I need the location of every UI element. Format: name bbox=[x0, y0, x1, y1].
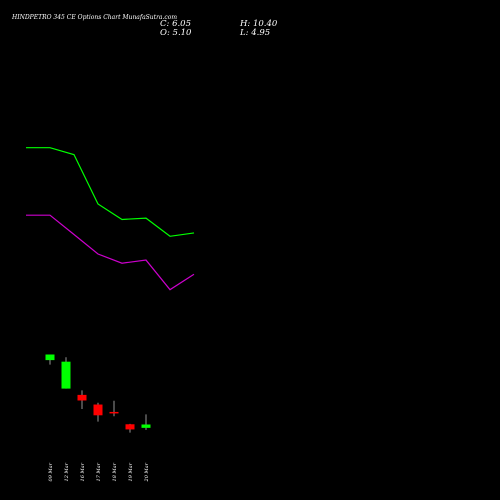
x-tick-label: 17 Mar bbox=[96, 462, 102, 481]
candle bbox=[45, 354, 55, 365]
x-tick-label: 20 Mar bbox=[144, 462, 150, 482]
candle-body bbox=[45, 354, 55, 361]
x-tick-label: 18 Mar bbox=[112, 462, 118, 481]
x-tick-label: 19 Mar bbox=[128, 462, 134, 481]
low-value: L: 4.95 bbox=[240, 28, 271, 38]
candle-body bbox=[93, 404, 103, 416]
candle bbox=[61, 357, 71, 389]
indicator-lines bbox=[26, 147, 195, 291]
high-value: H: 10.40 bbox=[240, 19, 278, 29]
indicator-line-2 bbox=[26, 214, 195, 291]
candle-body bbox=[141, 424, 151, 428]
open-value: O: 5.10 bbox=[160, 28, 192, 38]
candle bbox=[93, 402, 103, 422]
x-axis-ticks: 09 Mar 12 Mar 16 Mar 17 Mar 18 Mar 19 Mar 20 M… bbox=[48, 462, 150, 482]
candles bbox=[45, 354, 151, 433]
candle bbox=[141, 414, 151, 430]
x-tick-label: 09 Mar bbox=[48, 462, 54, 481]
candle-body bbox=[125, 424, 135, 430]
x-tick-label: 12 Mar bbox=[64, 462, 70, 481]
candle bbox=[125, 423, 135, 433]
candle bbox=[77, 390, 87, 410]
close-value: C: 6.05 bbox=[160, 19, 191, 29]
x-tick-label: 16 Mar bbox=[80, 462, 86, 481]
chart-title: HINDPETRO 345 CE Options Chart MunafaSut… bbox=[12, 14, 178, 21]
ohlc-close-open: C: 6.05 O: 5.10 bbox=[160, 20, 191, 38]
candle-body bbox=[109, 411, 119, 414]
candle bbox=[109, 400, 119, 417]
candle-body bbox=[61, 361, 71, 389]
candle-body bbox=[77, 394, 87, 401]
ohlc-high-low: H: 10.40 L: 4.95 bbox=[240, 20, 277, 38]
indicator-line-1 bbox=[26, 147, 195, 237]
